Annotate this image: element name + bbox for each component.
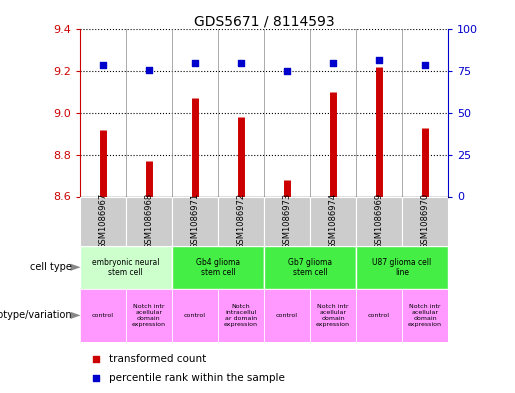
Bar bbox=[310, 289, 356, 342]
Point bbox=[237, 60, 245, 66]
Text: embryonic neural
stem cell: embryonic neural stem cell bbox=[92, 257, 160, 277]
Text: U87 glioma cell
line: U87 glioma cell line bbox=[372, 257, 432, 277]
Text: control: control bbox=[368, 313, 390, 318]
Text: GSM1086973: GSM1086973 bbox=[282, 193, 291, 249]
Point bbox=[375, 56, 383, 62]
Text: Gb4 glioma
stem cell: Gb4 glioma stem cell bbox=[196, 257, 240, 277]
Point bbox=[421, 61, 429, 68]
Point bbox=[329, 60, 337, 66]
Text: GSM1086968: GSM1086968 bbox=[144, 193, 153, 249]
Bar bbox=[218, 289, 264, 342]
Bar bbox=[356, 196, 402, 246]
Point bbox=[283, 68, 291, 74]
Bar bbox=[126, 289, 172, 342]
Bar bbox=[402, 289, 448, 342]
Polygon shape bbox=[71, 264, 80, 271]
Text: GSM1086967: GSM1086967 bbox=[98, 193, 107, 249]
Text: GSM1086971: GSM1086971 bbox=[191, 193, 199, 249]
Point bbox=[92, 355, 100, 362]
Text: control: control bbox=[276, 313, 298, 318]
Point bbox=[99, 61, 107, 68]
Text: GSM1086972: GSM1086972 bbox=[236, 193, 246, 249]
Text: Notch intr
acellular
domain
expression: Notch intr acellular domain expression bbox=[408, 304, 442, 327]
Text: Notch
intracellul
ar domain
expression: Notch intracellul ar domain expression bbox=[224, 304, 258, 327]
Text: cell type: cell type bbox=[30, 262, 72, 272]
Text: genotype/variation: genotype/variation bbox=[0, 310, 72, 320]
Bar bbox=[264, 246, 356, 289]
Text: control: control bbox=[92, 313, 114, 318]
Text: GSM1086969: GSM1086969 bbox=[374, 193, 384, 249]
Text: Gb7 glioma
stem cell: Gb7 glioma stem cell bbox=[288, 257, 332, 277]
Bar bbox=[126, 196, 172, 246]
Polygon shape bbox=[71, 312, 80, 319]
Bar bbox=[402, 196, 448, 246]
Point bbox=[92, 375, 100, 381]
Bar bbox=[264, 289, 310, 342]
Bar bbox=[356, 289, 402, 342]
Text: GSM1086970: GSM1086970 bbox=[421, 193, 430, 249]
Text: transformed count: transformed count bbox=[109, 354, 206, 364]
Bar bbox=[172, 289, 218, 342]
Bar bbox=[264, 196, 310, 246]
Bar bbox=[310, 196, 356, 246]
Bar bbox=[218, 196, 264, 246]
Text: Notch intr
acellular
domain
expression: Notch intr acellular domain expression bbox=[132, 304, 166, 327]
Bar bbox=[80, 246, 172, 289]
Bar bbox=[172, 246, 264, 289]
Bar bbox=[172, 196, 218, 246]
Point bbox=[145, 66, 153, 73]
Bar bbox=[80, 289, 126, 342]
Title: GDS5671 / 8114593: GDS5671 / 8114593 bbox=[194, 14, 334, 28]
Text: control: control bbox=[184, 313, 206, 318]
Text: percentile rank within the sample: percentile rank within the sample bbox=[109, 373, 285, 383]
Bar bbox=[356, 246, 448, 289]
Point bbox=[191, 60, 199, 66]
Text: GSM1086974: GSM1086974 bbox=[329, 193, 337, 249]
Bar bbox=[80, 196, 126, 246]
Text: Notch intr
acellular
domain
expression: Notch intr acellular domain expression bbox=[316, 304, 350, 327]
